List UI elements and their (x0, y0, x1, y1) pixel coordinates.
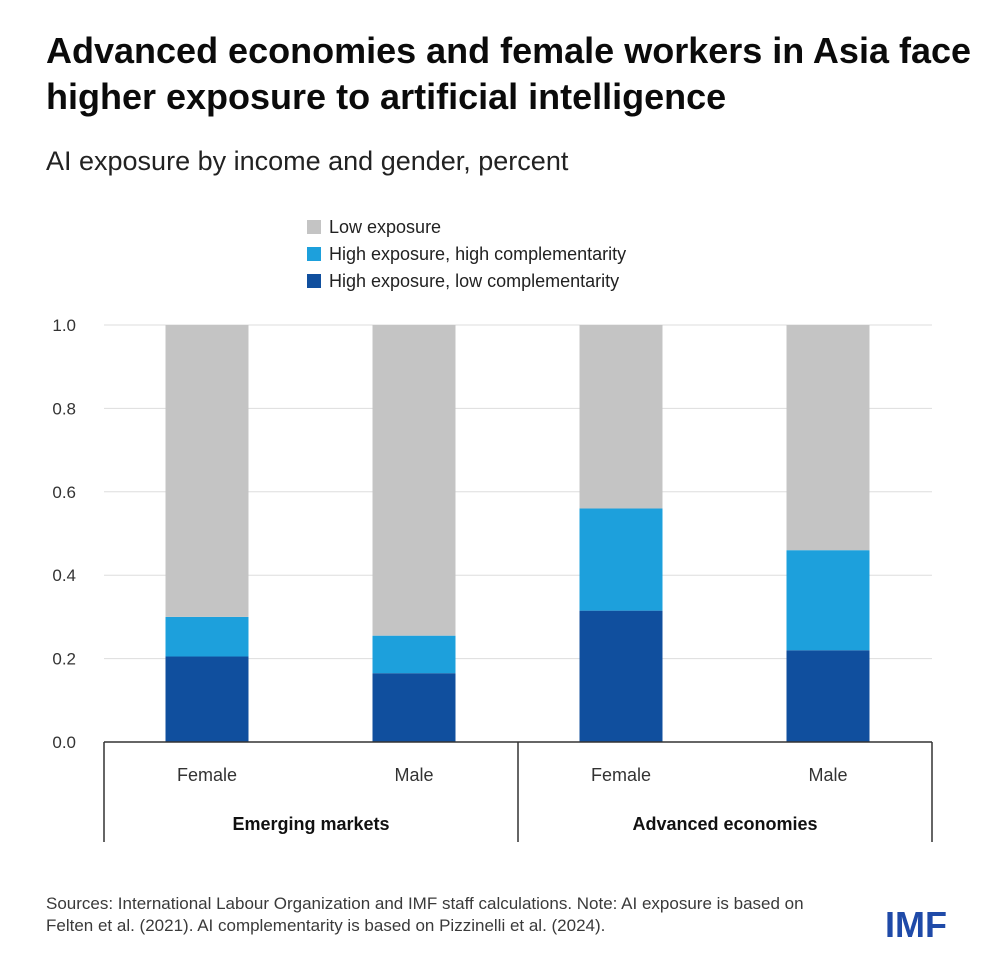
y-tick-label: 0.0 (52, 733, 76, 752)
legend-label-high-exposure-low-complementarity: High exposure, low complementarity (329, 271, 620, 291)
bar-segment (165, 656, 249, 742)
legend-label-high-exposure-high-complementarity: High exposure, high complementarity (329, 244, 627, 264)
bar-segment (372, 635, 456, 674)
chart-subtitle: AI exposure by income and gender, percen… (46, 146, 569, 176)
legend: Low exposure High exposure, high complem… (307, 214, 827, 295)
bar-segment (372, 325, 456, 636)
bar-segment (786, 325, 870, 551)
stacked-bar-chart: 0.0 0.2 0.4 0.6 0.8 1.0 Female Male Female Male Em… (52, 316, 933, 842)
group-label: Advanced economies (632, 814, 817, 834)
bar-segment (786, 650, 870, 742)
bar-segment (165, 616, 249, 657)
y-tick-label: 1.0 (52, 316, 76, 335)
x-tick-label: Female (177, 765, 237, 785)
legend-item-high-exposure-low-complementarity: High exposure, low complementarity (307, 268, 827, 295)
legend-swatch-high-exposure-high-complementarity (307, 247, 321, 261)
bar-segment (579, 610, 663, 742)
bar-segment (372, 673, 456, 742)
chart-title: Advanced economies and female workers in… (46, 30, 972, 117)
bar-segment (786, 550, 870, 651)
y-tick-label: 0.2 (52, 650, 76, 669)
legend-label-low-exposure: Low exposure (329, 217, 442, 237)
y-tick-label: 0.6 (52, 483, 76, 502)
imf-logo: IMF (885, 904, 947, 945)
legend-item-high-exposure-high-complementarity: High exposure, high complementarity (307, 241, 827, 268)
bar-segment (165, 325, 249, 617)
legend-item-low-exposure: Low exposure (307, 214, 827, 241)
source-note: Sources: International Labour Organizati… (46, 894, 804, 935)
bar-segment (579, 508, 663, 611)
y-tick-label: 0.4 (52, 566, 76, 585)
x-tick-label: Female (591, 765, 651, 785)
x-tick-label: Male (394, 765, 433, 785)
x-tick-label: Male (808, 765, 847, 785)
group-label: Emerging markets (232, 814, 389, 834)
y-tick-label: 0.8 (52, 399, 76, 418)
bar-segment (579, 325, 663, 509)
legend-swatch-low-exposure (307, 220, 321, 234)
legend-swatch-high-exposure-low-complementarity (307, 274, 321, 288)
